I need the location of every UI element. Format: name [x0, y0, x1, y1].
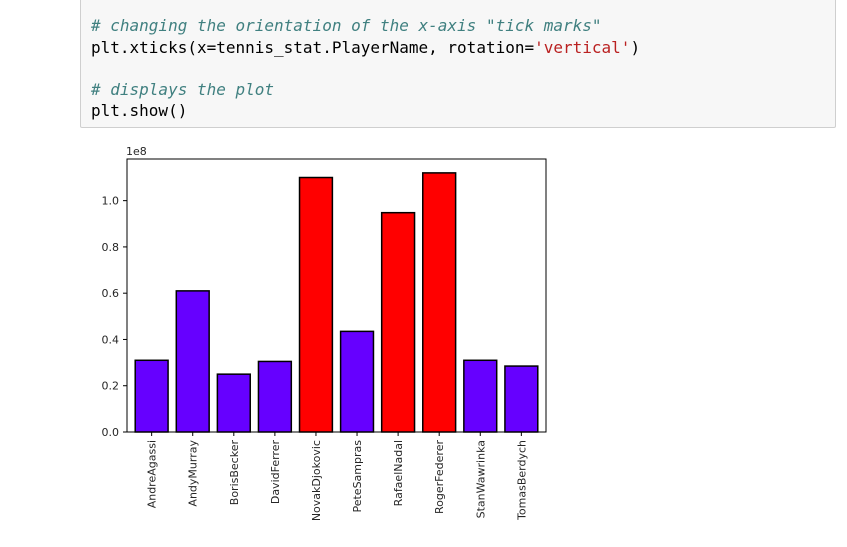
y-tick-label: 0.8 — [102, 241, 120, 254]
code-text: plt.xticks(x=tennis_stat.PlayerName, rot… — [91, 38, 535, 57]
bar-chart: 1e8 0.0 0.2 0.4 0.6 0.8 1.0 AndreAgassi AndyMu… — [102, 145, 547, 521]
code-text: ) — [630, 38, 641, 57]
y-tick-label: 0.0 — [102, 426, 120, 439]
bar-petesampras — [339, 330, 375, 433]
code-string-literal: 'vertical' — [534, 38, 631, 57]
bar-davidferrer — [257, 360, 293, 433]
code-comment-line: # displays the plot — [91, 80, 275, 99]
y-tick-label: 0.4 — [102, 333, 120, 346]
x-tick-label: RogerFederer — [433, 440, 446, 514]
x-tick-label: DavidFerrer — [269, 440, 282, 505]
bar-rogerfederer — [422, 172, 457, 433]
x-tick-label: TomasBerdych — [515, 440, 528, 521]
axes-frame — [126, 158, 547, 433]
y-tick-label: 1.0 — [102, 195, 120, 208]
code-cell[interactable]: # changing the orientation of the x-axis… — [80, 0, 836, 128]
y-tick-label: 0.6 — [102, 287, 120, 300]
bar-tomasberdych — [504, 365, 539, 433]
x-tick-label: PeteSampras — [351, 440, 364, 513]
code-comment-line: # changing the orientation of the x-axis… — [91, 16, 602, 35]
bar-novakdjokovic — [298, 176, 334, 433]
y-tick-label: 0.2 — [102, 380, 120, 393]
x-tick-label: NovakDjokovic — [310, 440, 323, 521]
x-tick-label: AndreAgassi — [146, 440, 159, 508]
bar-andymurray — [175, 290, 210, 433]
bar-borisbecker — [216, 373, 251, 433]
axis-scale-label: 1e8 — [126, 145, 147, 158]
bar-andreagassi — [134, 359, 169, 433]
x-tick-label: RafaelNadal — [392, 440, 405, 506]
bar-stanwawrinka — [463, 359, 498, 433]
bar-rafaelnadal — [380, 211, 416, 433]
x-tick-label: StanWawrinka — [474, 440, 487, 518]
code-line-show: plt.show() — [91, 101, 188, 120]
x-tick-label: AndyMurray — [187, 440, 200, 507]
code-line-xticks: plt.xticks(x=tennis_stat.PlayerName, rot… — [91, 38, 640, 58]
x-tick-label: BorisBecker — [228, 440, 241, 506]
